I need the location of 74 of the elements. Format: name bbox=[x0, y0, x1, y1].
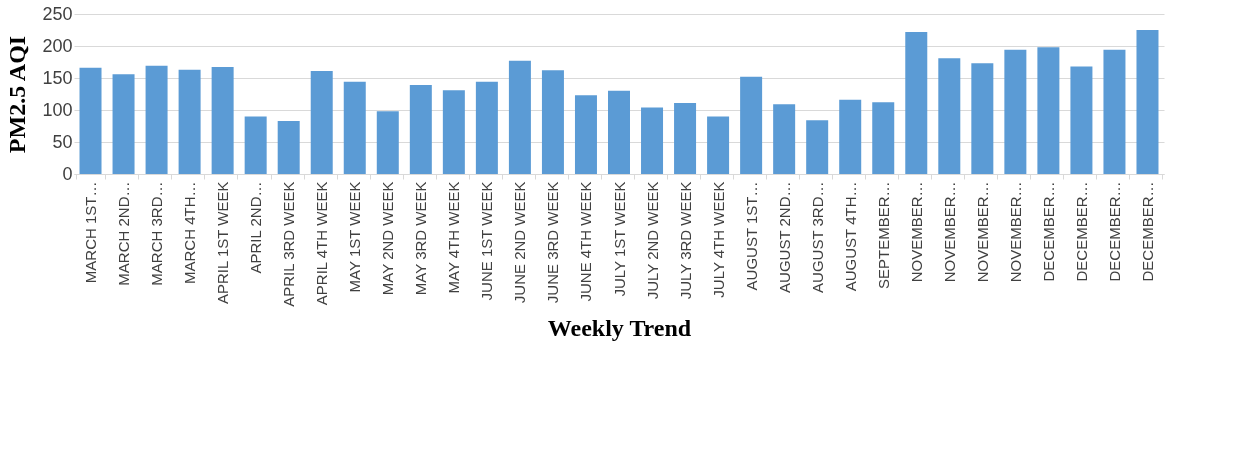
bar bbox=[905, 31, 928, 174]
bar bbox=[541, 70, 564, 174]
x-tick-label: JULY 3RD WEEK bbox=[676, 181, 694, 300]
bar bbox=[1070, 66, 1093, 174]
x-tick-label: DECEMBER… bbox=[1039, 181, 1057, 282]
bar bbox=[112, 74, 135, 174]
x-tick-label: NOVEMBER… bbox=[907, 181, 925, 283]
bar bbox=[1037, 47, 1060, 174]
x-tick-label: NOVEMBER… bbox=[940, 181, 958, 283]
bar bbox=[409, 85, 432, 174]
x-tick-label: MAY 4TH WEEK bbox=[445, 181, 463, 294]
x-tick-label: NOVEMBER… bbox=[1006, 181, 1024, 283]
bar bbox=[773, 104, 796, 174]
bar bbox=[277, 120, 300, 174]
x-tick-label: MARCH 3RD… bbox=[148, 181, 166, 286]
x-tick-label: AUGUST 4TH… bbox=[841, 181, 859, 292]
x-tick-label: JULY 4TH WEEK bbox=[709, 181, 727, 298]
x-tick-label: APRIL 1ST WEEK bbox=[214, 181, 232, 305]
y-tick-label: 0 bbox=[62, 163, 73, 184]
bar bbox=[574, 95, 597, 174]
y-tick-label: 200 bbox=[42, 35, 73, 56]
bar bbox=[674, 102, 697, 174]
bar bbox=[343, 81, 366, 174]
x-tick-label: AUGUST 3RD… bbox=[808, 181, 826, 293]
y-tick-label: 250 bbox=[42, 3, 73, 24]
x-tick-label: JUNE 2ND WEEK bbox=[511, 181, 529, 304]
bar bbox=[707, 116, 730, 174]
bar bbox=[806, 120, 829, 174]
bar bbox=[1103, 49, 1126, 174]
bar bbox=[1136, 30, 1159, 174]
bar bbox=[475, 81, 498, 174]
x-tick-label: JULY 1ST WEEK bbox=[610, 181, 628, 297]
bar bbox=[310, 70, 333, 174]
x-tick-label: JUNE 1ST WEEK bbox=[478, 181, 496, 301]
x-tick-label: AUGUST 2ND… bbox=[775, 181, 793, 293]
x-tick-label: MAY 3RD WEEK bbox=[412, 181, 430, 296]
x-tick-label: MAY 2ND WEEK bbox=[379, 181, 397, 296]
x-tick-label: JULY 2ND WEEK bbox=[643, 181, 661, 300]
bar bbox=[938, 58, 961, 174]
x-tick-label: APRIL 3RD WEEK bbox=[280, 181, 298, 307]
bar bbox=[971, 63, 994, 174]
bar bbox=[641, 107, 664, 174]
bar bbox=[740, 76, 763, 174]
bar bbox=[1004, 49, 1027, 174]
x-tick-label: JUNE 4TH WEEK bbox=[577, 181, 595, 302]
y-tick-label: 150 bbox=[42, 67, 73, 88]
x-tick-label: SEPTEMBER… bbox=[874, 181, 892, 290]
x-tick-label: AUGUST 1ST… bbox=[742, 181, 760, 291]
y-tick-label: 100 bbox=[42, 99, 73, 120]
x-tick-label: MAY 1ST WEEK bbox=[346, 181, 364, 293]
bar bbox=[244, 116, 267, 174]
bar bbox=[872, 102, 895, 174]
x-tick-label: JUNE 3RD WEEK bbox=[544, 181, 562, 304]
bar bbox=[145, 65, 168, 174]
bar bbox=[178, 69, 201, 174]
x-tick-label: MARCH 4TH… bbox=[181, 181, 199, 285]
x-tick-label: DECEMBER… bbox=[1072, 181, 1090, 282]
bar bbox=[442, 90, 465, 174]
x-tick-label: MARCH 2ND… bbox=[115, 181, 133, 286]
bar bbox=[79, 67, 102, 174]
y-tick-label: 50 bbox=[52, 131, 73, 152]
bar bbox=[376, 111, 399, 174]
x-tick-label: APRIL 4TH WEEK bbox=[313, 181, 331, 306]
x-tick-label: DECEMBER… bbox=[1105, 181, 1123, 282]
bar bbox=[608, 90, 630, 174]
y-axis-title: PM2.5 AQI bbox=[4, 35, 31, 154]
x-tick-label: MARCH 1ST… bbox=[82, 181, 100, 284]
bar bbox=[508, 60, 531, 174]
x-tick-label: DECEMBER… bbox=[1138, 181, 1156, 282]
bar bbox=[211, 67, 234, 174]
x-tick-label: APRIL 2ND… bbox=[247, 181, 265, 274]
x-axis-title: Weekly Trend bbox=[547, 315, 692, 342]
x-tick-label: NOVEMBER… bbox=[973, 181, 991, 283]
bar bbox=[839, 99, 862, 174]
